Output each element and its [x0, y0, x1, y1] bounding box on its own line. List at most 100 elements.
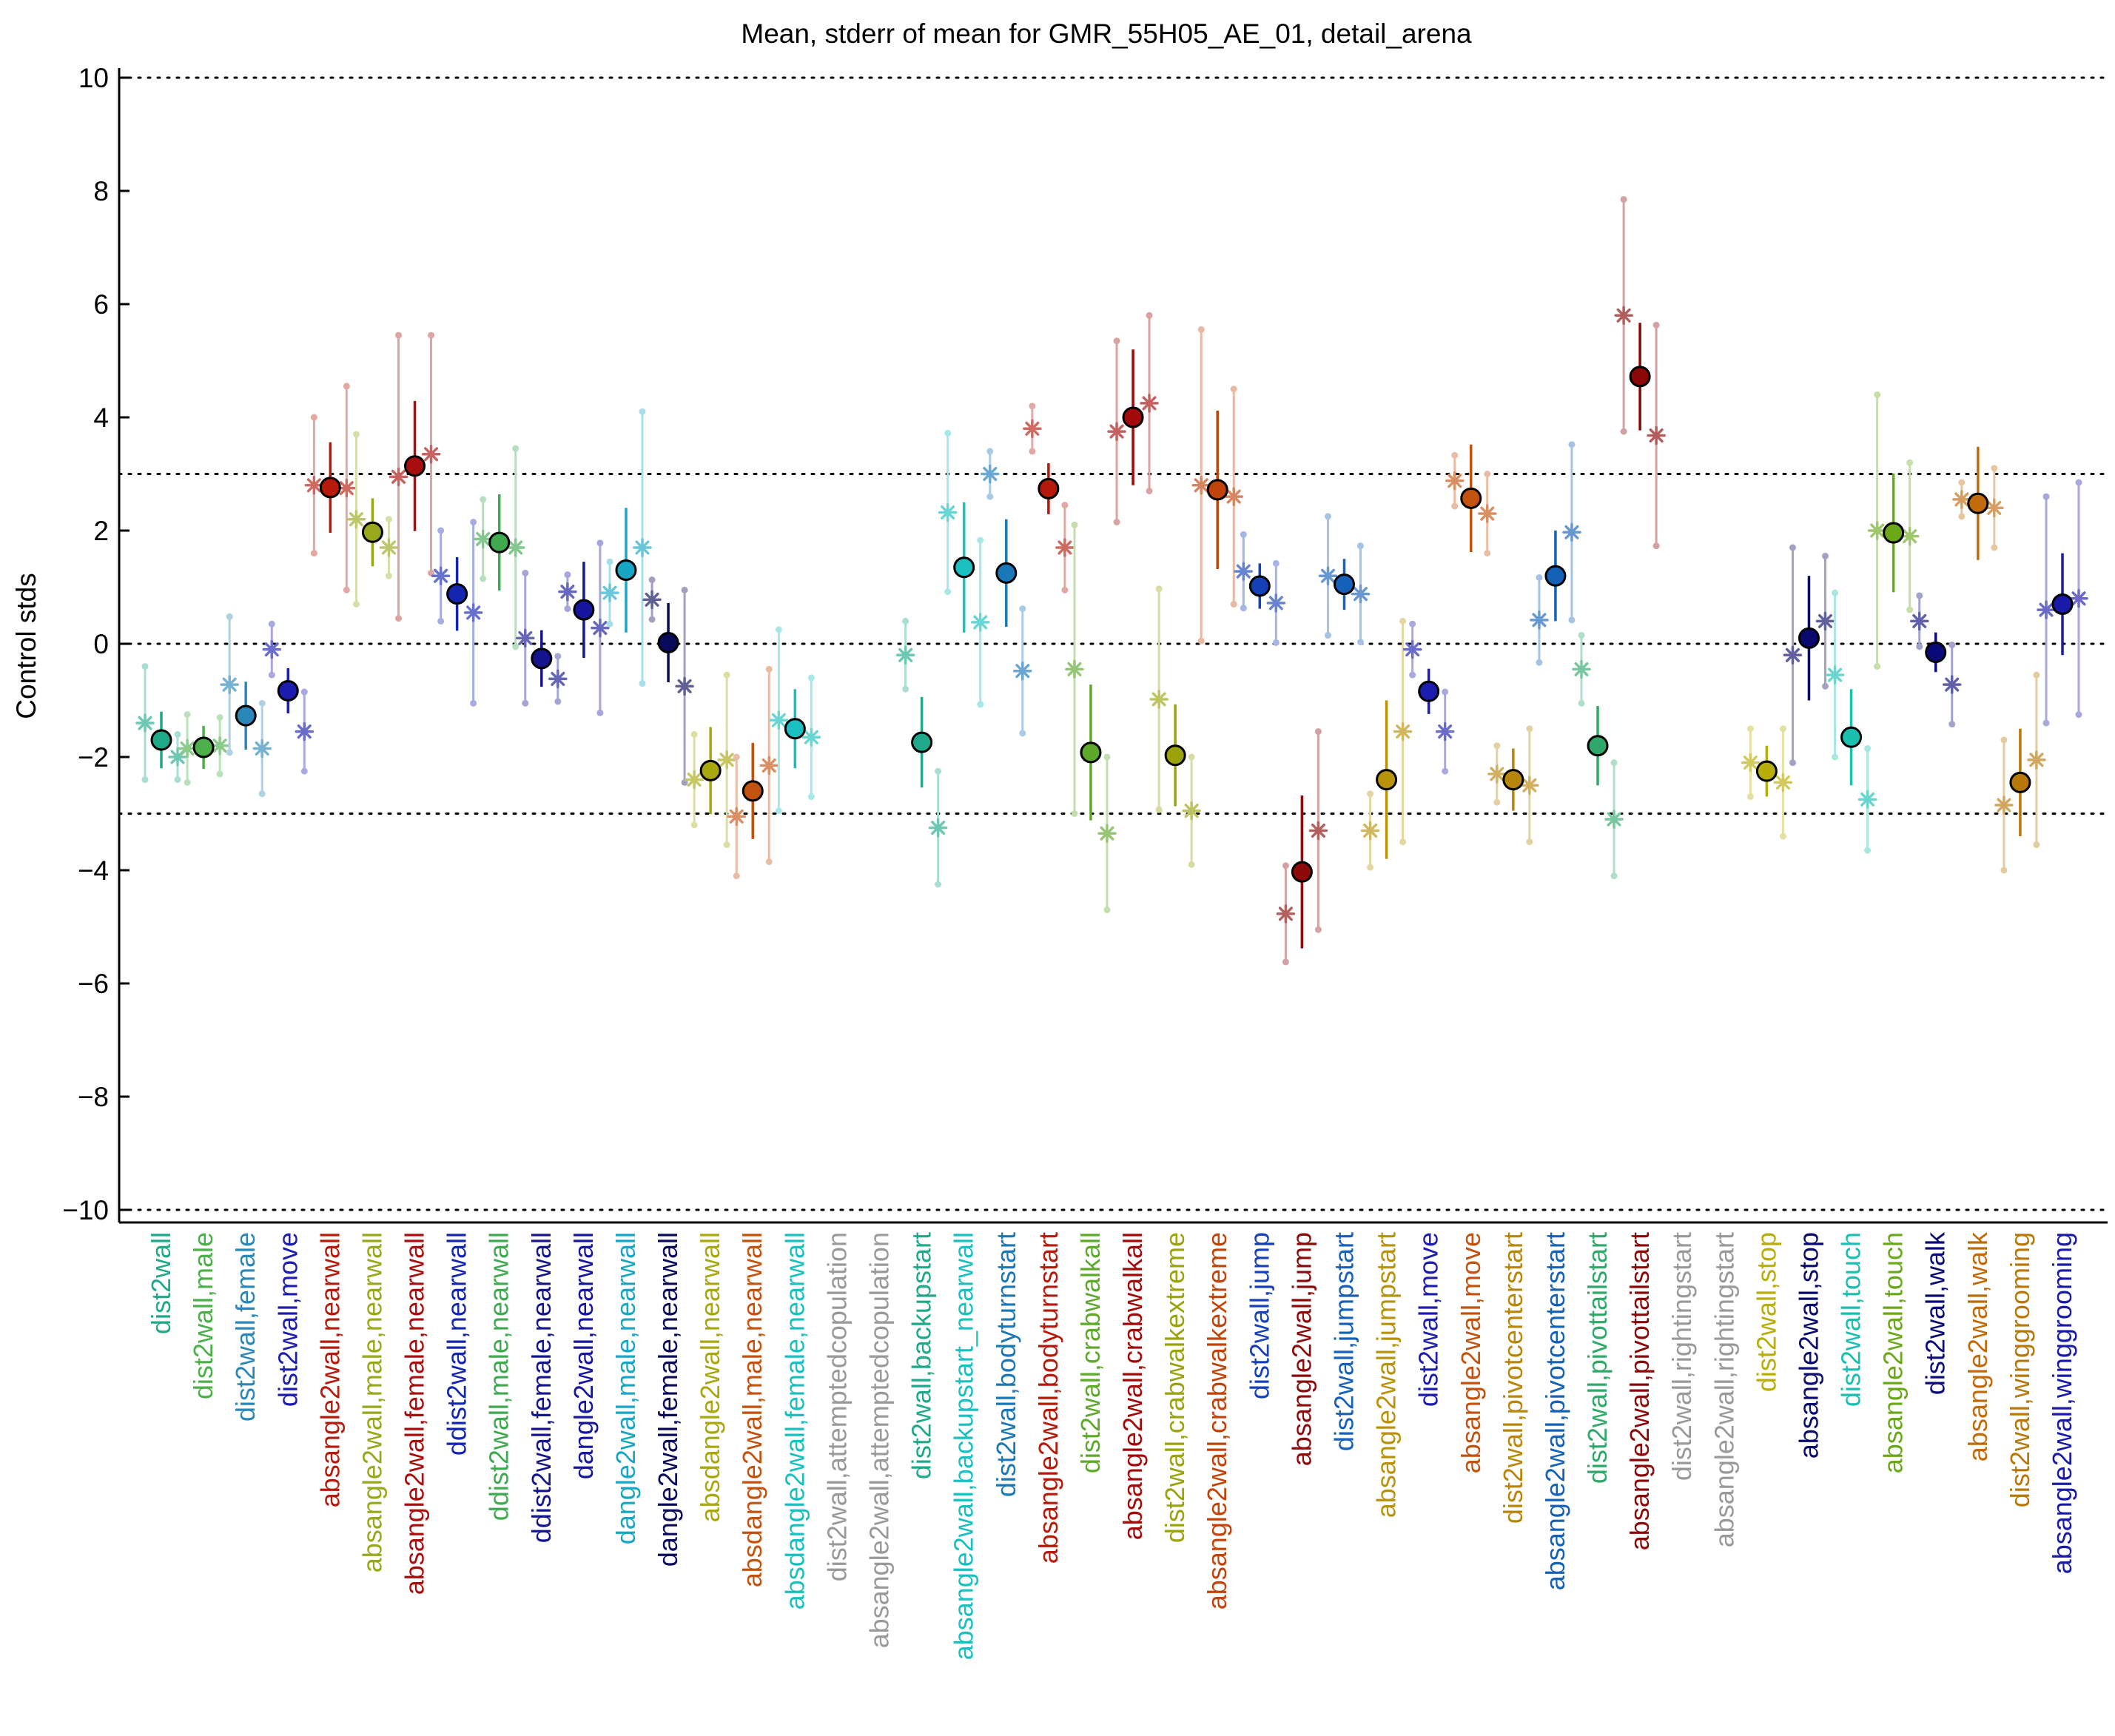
- experiment-asterisk-stroke: [804, 730, 818, 744]
- chart-title: Mean, stderr of mean for GMR_55H05_AE_01…: [741, 18, 1472, 49]
- experiment-errorbar-end: [902, 617, 909, 625]
- experiment-asterisk-stroke: [931, 821, 946, 835]
- x-tick-label: dangle2wall,female,nearwall: [653, 1232, 683, 1567]
- stat-group: [895, 617, 948, 888]
- experiment-errorbar-end: [2042, 719, 2050, 727]
- experiment-errorbar-end: [1113, 519, 1120, 526]
- experiment-errorbar-end: [343, 383, 350, 390]
- mean-marker: [615, 559, 637, 582]
- experiment-asterisk-stroke: [1903, 529, 1917, 544]
- experiment-errorbar-end: [184, 778, 191, 786]
- experiment-asterisk-stroke: [1363, 823, 1378, 838]
- experiment-asterisk-stroke: [729, 809, 744, 824]
- experiment-asterisk-stroke: [2039, 602, 2054, 617]
- experiment-errorbar-end: [1272, 559, 1280, 567]
- experiment-errorbar-end: [723, 671, 730, 679]
- experiment-errorbar-end: [216, 770, 223, 778]
- experiment-errorbar-end: [2033, 671, 2040, 679]
- experiment-errorbar-end: [1442, 767, 1449, 775]
- experiment-errorbar-end: [1240, 605, 1247, 612]
- experiment-asterisk-stroke: [138, 716, 152, 730]
- y-tick-label: −8: [78, 1082, 109, 1112]
- mean-marker: [573, 599, 595, 621]
- experiment-errorbar-end: [1442, 688, 1449, 696]
- experiment-asterisk-stroke: [2071, 591, 2086, 606]
- experiment-errorbar-end: [775, 626, 782, 633]
- mean-marker: [1080, 741, 1102, 764]
- mean-marker: [488, 531, 511, 554]
- experiment-errorbar-end: [385, 516, 392, 523]
- y-tick-label: 6: [93, 289, 109, 320]
- experiment-errorbar-end: [1019, 730, 1026, 737]
- experiment-asterisk-stroke: [1226, 489, 1241, 504]
- mean-marker: [742, 780, 764, 802]
- mean-marker: [192, 736, 215, 758]
- experiment-errorbar-end: [522, 699, 529, 707]
- experiment-errorbar-end: [944, 429, 952, 437]
- experiment-asterisk-stroke: [1353, 587, 1368, 602]
- stat-group: [685, 671, 736, 849]
- experiment-asterisk-stroke: [1785, 647, 1800, 662]
- experiment-asterisk-stroke: [1194, 478, 1208, 493]
- stat-group: [1149, 585, 1201, 868]
- stat-group: [1741, 725, 1793, 840]
- experiment-asterisk-stroke: [1447, 474, 1462, 488]
- experiment-errorbar-end: [310, 550, 317, 557]
- experiment-errorbar-end: [352, 600, 360, 608]
- stat-group: [178, 711, 229, 786]
- experiment-asterisk-stroke: [1574, 662, 1589, 676]
- experiment-errorbar-end: [174, 730, 181, 738]
- x-tick-label: dist2wall,move: [272, 1232, 303, 1407]
- experiment-asterisk-stroke: [212, 739, 227, 753]
- x-tick-label: dist2wall: [146, 1232, 176, 1334]
- experiment-errorbar-end: [1484, 471, 1491, 477]
- experiment-errorbar-end: [2033, 841, 2040, 849]
- experiment-errorbar-end: [1314, 728, 1322, 736]
- experiment-errorbar-end: [512, 643, 519, 650]
- experiment-errorbar-end: [1324, 632, 1331, 639]
- stat-group: [516, 569, 568, 707]
- experiment-errorbar-end: [639, 408, 646, 415]
- experiment-errorbar-end: [690, 730, 698, 738]
- experiment-asterisk-stroke: [1151, 692, 1166, 707]
- experiment-asterisk-stroke: [1649, 428, 1664, 443]
- experiment-errorbar-end: [437, 527, 445, 534]
- experiment-asterisk-stroke: [1320, 568, 1336, 583]
- experiment-errorbar-end: [1155, 806, 1163, 813]
- experiment-errorbar-end: [554, 653, 562, 660]
- experiment-errorbar-end: [1071, 521, 1078, 528]
- experiment-errorbar-end: [310, 414, 317, 421]
- experiment-errorbar-end: [1230, 600, 1237, 608]
- x-tick-label: absangle2wall,winggrooming: [2047, 1232, 2077, 1574]
- stat-group: [727, 665, 779, 880]
- experiment-errorbar-end: [723, 841, 730, 849]
- y-tick-label: −2: [78, 742, 109, 773]
- experiment-errorbar-end: [428, 332, 435, 339]
- experiment-asterisk-stroke: [1311, 823, 1325, 838]
- experiment-errorbar-end: [1282, 862, 1289, 869]
- experiment-asterisk-stroke: [761, 758, 776, 773]
- mean-marker: [361, 521, 383, 543]
- experiment-asterisk-stroke: [1912, 613, 1927, 628]
- experiment-errorbar-end: [944, 588, 952, 596]
- experiment-errorbar-end: [1493, 742, 1501, 750]
- experiment-errorbar-end: [1240, 531, 1247, 538]
- stat-group: [769, 626, 821, 815]
- stat-group: [1276, 728, 1328, 966]
- experiment-asterisk-stroke: [264, 642, 279, 657]
- experiment-asterisk-stroke: [645, 592, 659, 607]
- experiment-asterisk-stroke: [297, 724, 312, 739]
- experiment-asterisk-stroke: [1405, 642, 1420, 657]
- experiment-errorbar-end: [2075, 711, 2082, 719]
- x-tick-label: absangle2wall,nearwall: [315, 1232, 345, 1507]
- x-tick-label: absangle2wall,crabwalkextreme: [1202, 1232, 1232, 1609]
- experiment-errorbar-end: [1451, 451, 1459, 459]
- experiment-asterisk-stroke: [1236, 564, 1251, 579]
- experiment-errorbar-end: [1958, 479, 1966, 486]
- x-tick-label: dist2wall,stop: [1751, 1232, 1781, 1392]
- experiment-errorbar-end: [1620, 195, 1627, 203]
- experiment-errorbar-end: [902, 685, 909, 693]
- x-tick-label: dist2wall,crabwalkextreme: [1160, 1232, 1190, 1543]
- x-tick-label: dist2wall,move: [1413, 1232, 1444, 1407]
- mean-marker: [1883, 522, 1905, 544]
